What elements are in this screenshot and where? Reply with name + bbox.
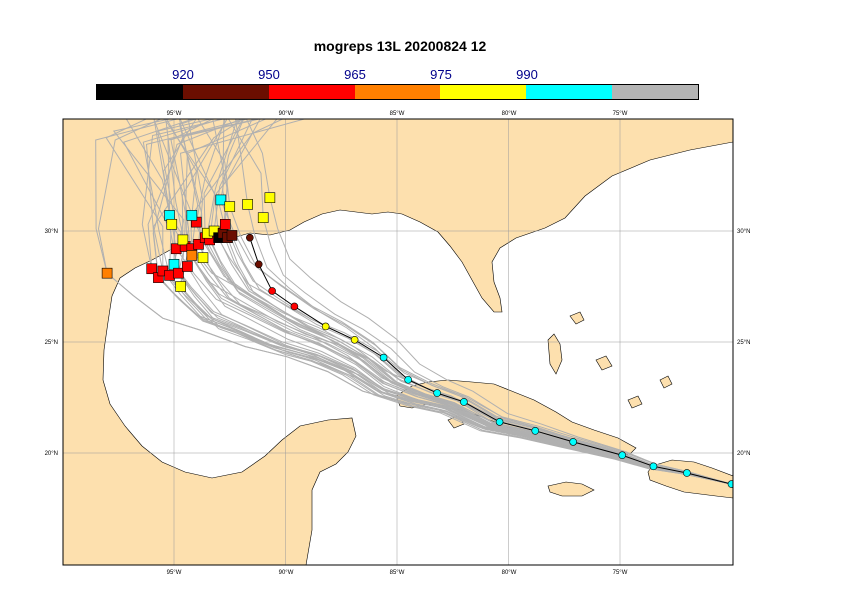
lat-label: 25°N — [45, 340, 58, 346]
landfall-markers — [101, 192, 276, 292]
lat-label: 25°N — [737, 340, 750, 346]
landfall-marker — [146, 263, 157, 275]
landfall-marker — [175, 281, 186, 292]
landfall-marker — [226, 230, 238, 241]
landmass-bahamas-1 — [569, 311, 585, 325]
colorbar-label: 990 — [516, 67, 538, 82]
colorbar-segment — [97, 85, 183, 99]
landfall-marker — [193, 239, 204, 250]
landmass-bahamas-3 — [627, 395, 643, 409]
lon-label: 75°W — [613, 111, 628, 117]
track-point — [290, 302, 299, 311]
colorbar-label: 920 — [172, 67, 194, 82]
chart-title: mogreps 13L 20200824 12 — [313, 38, 487, 54]
landfall-marker — [168, 258, 180, 270]
lon-label: 75°W — [613, 570, 628, 576]
lon-label: 95°W — [167, 111, 182, 117]
lon-label: 90°W — [279, 111, 294, 117]
landfall-marker — [170, 243, 182, 255]
track-point — [460, 398, 468, 406]
landfall-marker — [264, 192, 276, 203]
lon-label: 80°W — [502, 111, 517, 117]
landfall-marker — [186, 250, 198, 261]
track-point — [683, 469, 691, 477]
track-point — [350, 335, 359, 344]
track-point — [404, 375, 412, 384]
landfall-marker — [186, 210, 198, 221]
colorbar-segment — [612, 85, 699, 99]
lat-label: 30°N — [737, 229, 750, 235]
landmass-bahamas-4 — [659, 375, 673, 389]
landfall-marker — [219, 219, 231, 230]
colorbar-segment — [182, 85, 269, 99]
landmass-jamaica — [547, 481, 595, 497]
pressure-colorbar — [96, 84, 699, 100]
landfall-marker — [257, 212, 269, 223]
track-point — [254, 260, 263, 269]
landfall-marker — [164, 270, 175, 281]
track-point — [727, 480, 733, 488]
track-point — [246, 233, 254, 242]
colorbar-segment — [268, 85, 355, 99]
landfall-marker — [197, 252, 209, 263]
track-point — [379, 353, 388, 362]
track-point — [531, 426, 540, 435]
landfall-marker — [101, 267, 113, 279]
landfall-marker — [166, 219, 178, 230]
colorbar-segment — [440, 85, 527, 99]
track-point — [268, 287, 276, 295]
colorbar-label: 965 — [344, 67, 366, 82]
map-frame — [62, 118, 734, 566]
landfall-marker — [182, 261, 193, 272]
landfall-marker — [173, 267, 184, 279]
colorbar-label: 950 — [258, 67, 280, 82]
colorbar-segment — [526, 85, 613, 99]
graticule — [63, 119, 733, 565]
lon-label: 85°W — [390, 111, 405, 117]
lon-label: 85°W — [390, 570, 405, 576]
track-point — [433, 389, 441, 397]
track-point — [321, 322, 330, 331]
lat-label: 30°N — [45, 229, 58, 235]
lon-label: 90°W — [279, 570, 294, 576]
track-point — [618, 451, 627, 460]
landmass-andros — [547, 333, 563, 375]
landfall-marker — [242, 199, 253, 210]
track-point — [649, 462, 658, 471]
landmass-bahamas-2 — [595, 355, 613, 371]
lon-label: 95°W — [167, 570, 182, 576]
lon-label: 80°W — [502, 570, 517, 576]
landfall-marker — [164, 210, 175, 221]
colorbar-segment — [354, 85, 441, 99]
colorbar-label: 975 — [430, 67, 452, 82]
track-points — [246, 233, 733, 488]
lat-label: 20°N — [45, 451, 58, 457]
lat-label: 20°N — [737, 451, 750, 457]
landfall-marker — [224, 201, 236, 212]
track-point — [569, 438, 577, 446]
track-point — [495, 418, 504, 426]
landfall-marker — [215, 194, 227, 206]
landfall-marker — [177, 234, 189, 246]
